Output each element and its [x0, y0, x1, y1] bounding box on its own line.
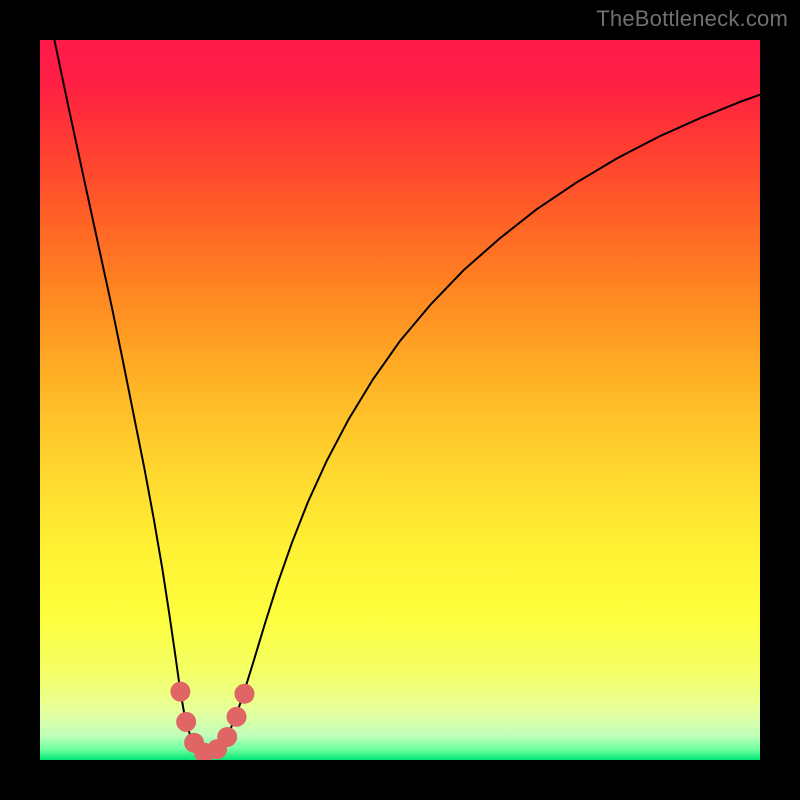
data-marker: [234, 684, 254, 704]
data-marker: [176, 712, 196, 732]
bottleneck-chart: [40, 40, 760, 760]
data-marker: [227, 707, 247, 727]
plot-area: [40, 40, 760, 760]
watermark-text: TheBottleneck.com: [596, 6, 788, 32]
gradient-background: [40, 40, 760, 760]
data-marker: [170, 682, 190, 702]
data-marker: [217, 727, 237, 747]
chart-container: TheBottleneck.com: [0, 0, 800, 800]
